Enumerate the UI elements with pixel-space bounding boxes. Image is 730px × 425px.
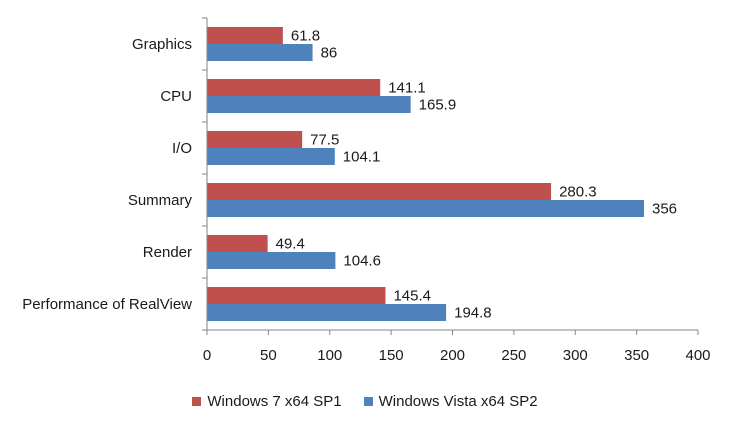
category-label-render: Render bbox=[143, 244, 192, 261]
legend-item-series-1: Windows 7 x64 SP1 bbox=[192, 392, 342, 410]
bar-graphics-series-1 bbox=[207, 27, 283, 44]
bar-i-o-series-2 bbox=[207, 148, 335, 165]
category-label-performance-of-realview: Performance of RealView bbox=[22, 296, 192, 313]
legend-swatch-series-2 bbox=[363, 396, 373, 406]
data-label-cpu-series-1: 141.1 bbox=[388, 80, 426, 97]
x-tick-label-150: 150 bbox=[379, 347, 404, 364]
category-label-summary: Summary bbox=[128, 192, 193, 209]
bar-summary-series-1 bbox=[207, 183, 552, 200]
legend: Windows 7 x64 SP1 Windows Vista x64 SP2 bbox=[0, 388, 730, 414]
bar-cpu-series-1 bbox=[207, 79, 381, 96]
bar-performance-of-realview-series-2 bbox=[207, 304, 447, 321]
legend-label-series-1: Windows 7 x64 SP1 bbox=[207, 392, 342, 410]
category-label-cpu: CPU bbox=[160, 88, 192, 105]
x-tick-label-400: 400 bbox=[685, 347, 710, 364]
x-tick-label-50: 50 bbox=[260, 347, 277, 364]
x-tick-label-100: 100 bbox=[317, 347, 342, 364]
data-label-graphics-series-2: 86 bbox=[321, 45, 338, 62]
data-label-performance-of-realview-series-1: 145.4 bbox=[393, 288, 431, 305]
bar-graphics-series-2 bbox=[207, 44, 313, 61]
category-label-i-o: I/O bbox=[172, 140, 192, 157]
data-label-cpu-series-2: 165.9 bbox=[419, 97, 457, 114]
data-label-render-series-1: 49.4 bbox=[276, 236, 305, 253]
legend-item-series-2: Windows Vista x64 SP2 bbox=[363, 392, 538, 410]
category-label-graphics: Graphics bbox=[132, 36, 192, 53]
x-tick-label-300: 300 bbox=[563, 347, 588, 364]
bar-cpu-series-2 bbox=[207, 96, 411, 113]
x-tick-label-200: 200 bbox=[440, 347, 465, 364]
bar-render-series-2 bbox=[207, 252, 336, 269]
data-label-i-o-series-2: 104.1 bbox=[343, 149, 381, 166]
legend-label-series-2: Windows Vista x64 SP2 bbox=[378, 392, 538, 410]
x-tick-label-250: 250 bbox=[501, 347, 526, 364]
data-label-performance-of-realview-series-2: 194.8 bbox=[454, 305, 492, 322]
x-tick-label-0: 0 bbox=[203, 347, 211, 364]
data-label-summary-series-2: 356 bbox=[652, 201, 677, 218]
x-tick-label-350: 350 bbox=[624, 347, 649, 364]
data-label-summary-series-1: 280.3 bbox=[559, 184, 597, 201]
data-label-graphics-series-1: 61.8 bbox=[291, 28, 320, 45]
legend-swatch-series-1 bbox=[192, 396, 202, 406]
bar-render-series-1 bbox=[207, 235, 268, 252]
data-label-i-o-series-1: 77.5 bbox=[310, 132, 339, 149]
data-label-render-series-2: 104.6 bbox=[343, 253, 381, 270]
bar-performance-of-realview-series-1 bbox=[207, 287, 386, 304]
bar-summary-series-2 bbox=[207, 200, 644, 217]
bar-i-o-series-1 bbox=[207, 131, 303, 148]
